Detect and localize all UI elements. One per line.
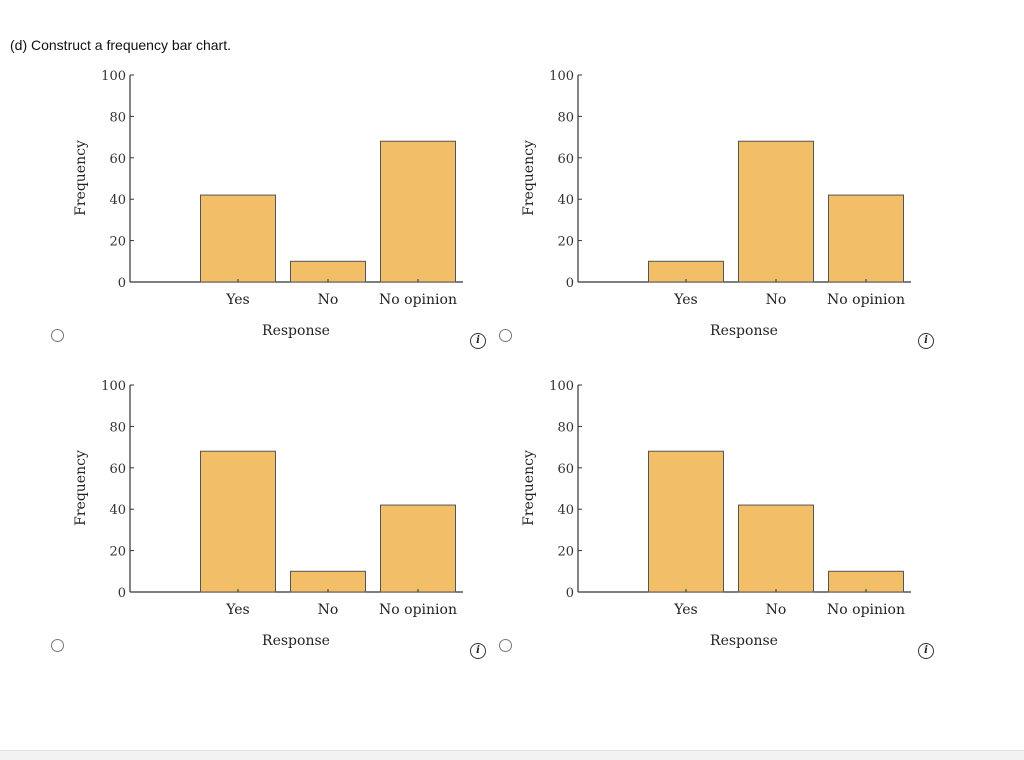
y-tick-label: 40: [557, 193, 574, 208]
y-tick-label: 80: [109, 110, 126, 125]
info-icon[interactable]: i: [470, 643, 486, 659]
chart-svg: 0 20 40 60 80 100 Yes No No opinion Response Frequ…: [73, 69, 463, 339]
chart-svg: 0 20 40 60 80 100 Yes No No opinion Response Frequ…: [521, 69, 911, 339]
y-tick-label: 60: [557, 462, 574, 477]
x-axis-label: Response: [710, 323, 778, 339]
bar-yes: [200, 194, 276, 283]
footer-bar: [0, 750, 1024, 760]
x-tick-label: Yes: [225, 602, 250, 618]
question-text: (d) Construct a frequency bar chart.: [10, 37, 231, 53]
radio-option-2[interactable]: [499, 329, 512, 342]
y-tick-label: 20: [109, 545, 126, 560]
y-tick-label: 100: [101, 69, 126, 84]
info-icon[interactable]: i: [470, 333, 486, 349]
y-tick-label: 40: [109, 193, 126, 208]
bar-chart-option-2: 0 20 40 60 80 100 Yes No No opinion Response Frequ…: [508, 60, 948, 350]
x-tick-label: No: [318, 292, 339, 308]
y-tick-label: 80: [557, 110, 574, 125]
y-tick-label: 20: [557, 235, 574, 250]
y-tick-label: 60: [109, 462, 126, 477]
bar-no: [290, 570, 366, 593]
x-axis-label: Response: [262, 633, 330, 649]
info-icon[interactable]: i: [918, 333, 934, 349]
y-tick-label: 100: [101, 379, 126, 394]
y-tick-label: 0: [118, 276, 126, 291]
x-axis-label: Response: [262, 323, 330, 339]
chart-svg: 0 20 40 60 80 100 Yes No No opinion Response Frequ…: [521, 379, 911, 649]
x-tick-label: No: [766, 602, 787, 618]
y-tick-label: 20: [109, 235, 126, 250]
y-tick-label: 0: [566, 276, 574, 291]
x-tick-label: No: [766, 292, 787, 308]
y-tick-label: 100: [549, 379, 574, 394]
y-tick-label: 40: [557, 503, 574, 518]
x-tick-label: Yes: [673, 292, 698, 308]
bar-chart-option-4: 0 20 40 60 80 100 Yes No No opinion Response Frequ…: [508, 370, 948, 660]
bar-no: [738, 504, 814, 593]
bar-no-opinion: [828, 570, 904, 593]
y-axis-label: Frequency: [521, 140, 537, 216]
info-icon[interactable]: i: [918, 643, 934, 659]
y-tick-label: 80: [557, 420, 574, 435]
x-tick-label: No opinion: [827, 292, 905, 308]
bar-no-opinion: [380, 504, 456, 593]
x-tick-label: No: [318, 602, 339, 618]
bar-no-opinion: [380, 140, 456, 283]
x-tick-label: No opinion: [379, 602, 457, 618]
bar-yes: [648, 450, 724, 593]
y-axis-label: Frequency: [73, 140, 89, 216]
radio-option-4[interactable]: [499, 639, 512, 652]
y-tick-label: 60: [109, 152, 126, 167]
bar-chart-option-1: 0 20 40 60 80 100 Yes No No opinion Response Frequ…: [60, 60, 500, 350]
bar-chart-option-3: 0 20 40 60 80 100 Yes No No opinion Response Frequ…: [60, 370, 500, 660]
y-tick-label: 0: [118, 586, 126, 601]
y-tick-label: 100: [549, 69, 574, 84]
x-tick-label: Yes: [225, 292, 250, 308]
x-axis-label: Response: [710, 633, 778, 649]
radio-option-1[interactable]: [51, 329, 64, 342]
y-tick-label: 20: [557, 545, 574, 560]
bar-no: [290, 260, 366, 283]
y-tick-label: 0: [566, 586, 574, 601]
y-axis-label: Frequency: [73, 450, 89, 526]
y-axis-label: Frequency: [521, 450, 537, 526]
bar-yes: [200, 450, 276, 593]
bar-no-opinion: [828, 194, 904, 283]
radio-option-3[interactable]: [51, 639, 64, 652]
x-tick-label: No opinion: [379, 292, 457, 308]
y-tick-label: 40: [109, 503, 126, 518]
x-tick-label: No opinion: [827, 602, 905, 618]
y-tick-label: 60: [557, 152, 574, 167]
x-tick-label: Yes: [673, 602, 698, 618]
y-tick-label: 80: [109, 420, 126, 435]
bar-no: [738, 140, 814, 283]
bar-yes: [648, 260, 724, 283]
chart-svg: 0 20 40 60 80 100 Yes No No opinion Response Frequ…: [73, 379, 463, 649]
